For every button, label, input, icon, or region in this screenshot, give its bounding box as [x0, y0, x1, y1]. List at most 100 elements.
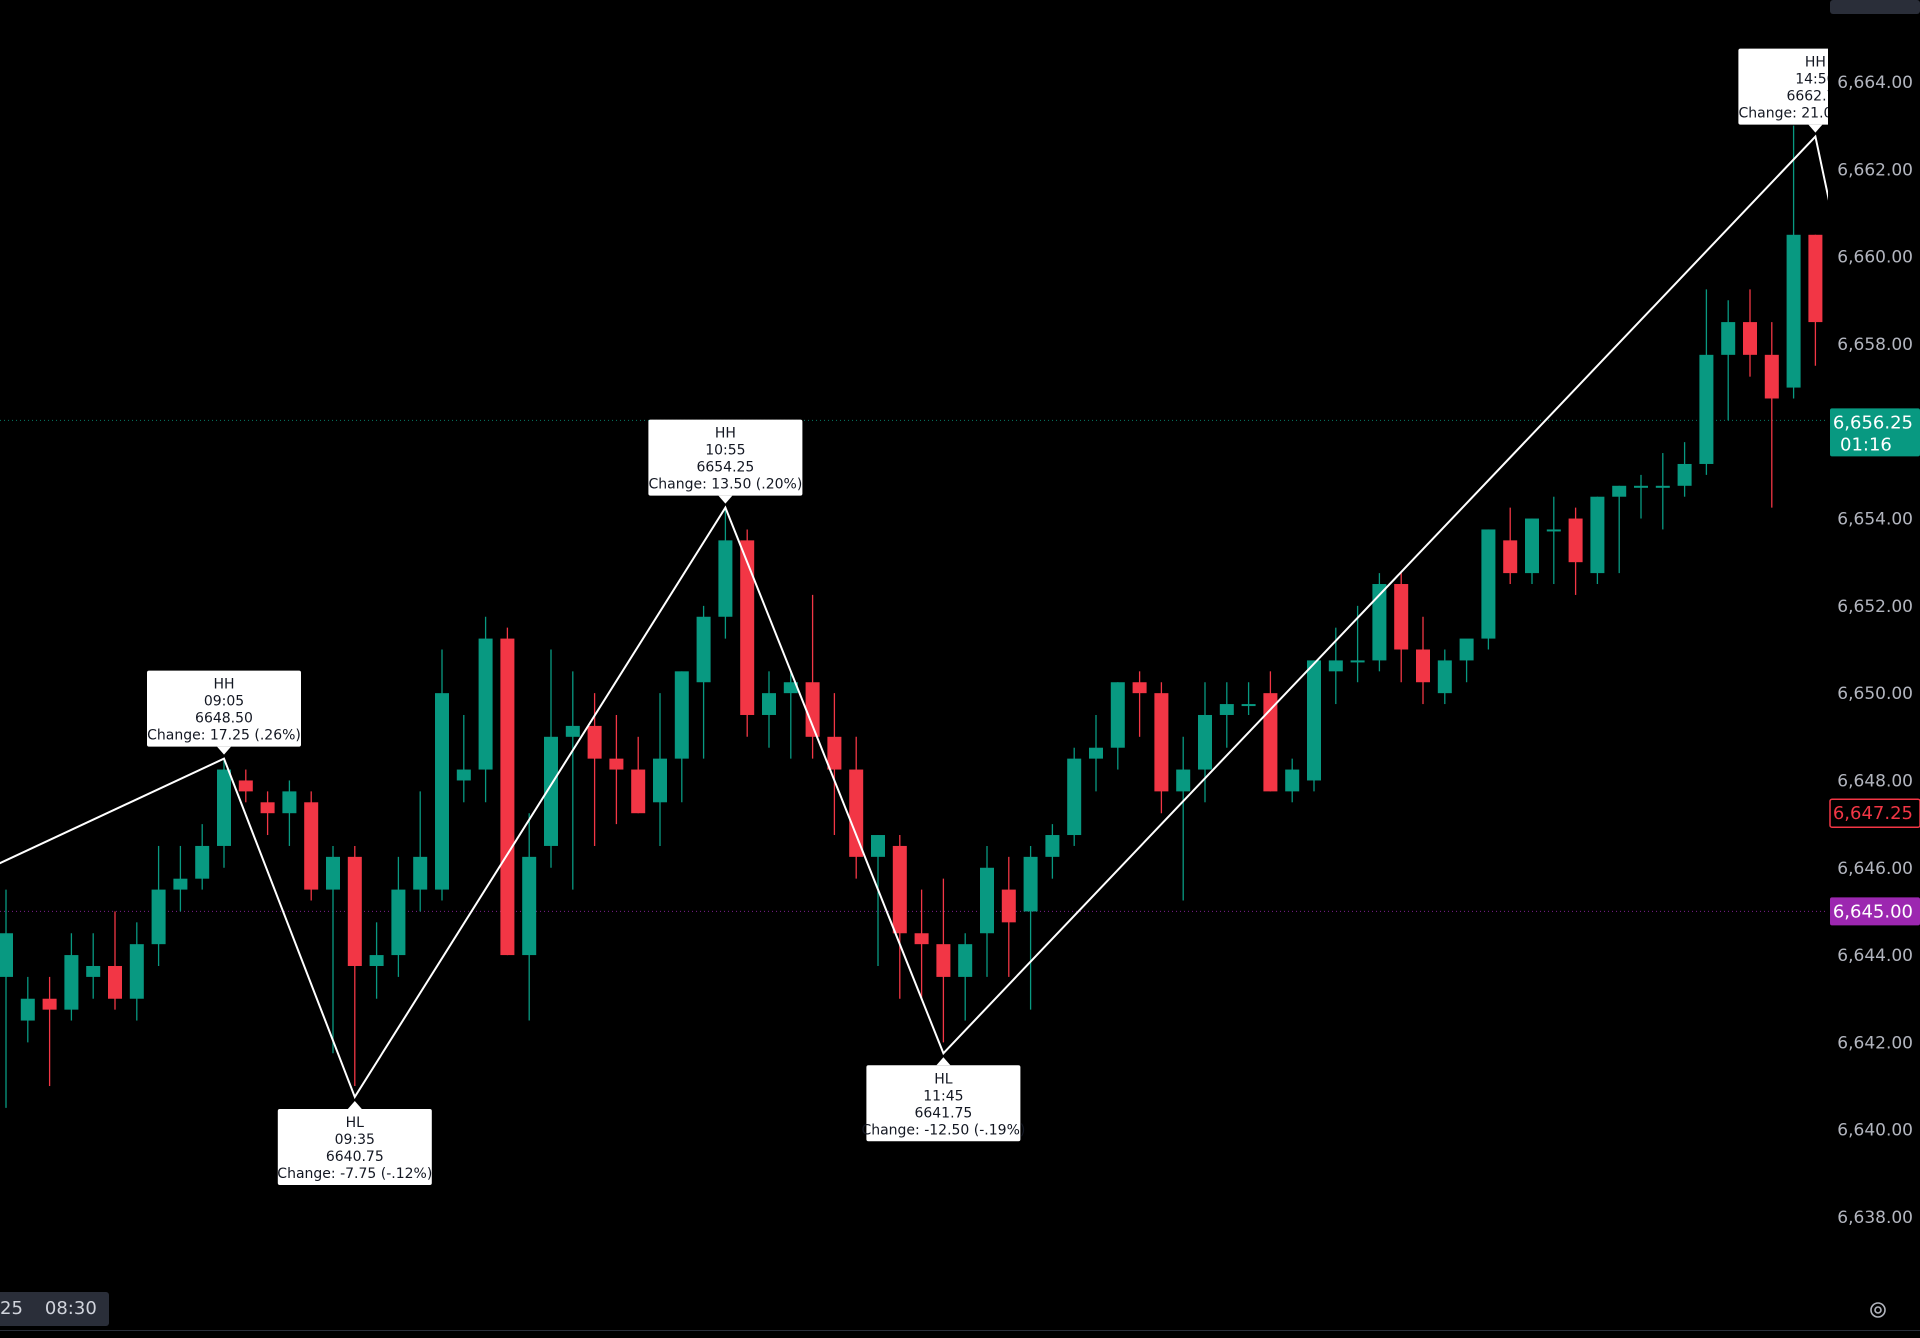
zigzag-label-box [648, 419, 803, 496]
candle-body [1612, 485, 1627, 497]
candle-body [238, 780, 253, 792]
last-price-tag-countdown: 01:16 [1840, 434, 1892, 455]
candle-body [1001, 889, 1016, 923]
candle-body [1743, 322, 1757, 355]
zigzag-label-text: 6641.75 [914, 1105, 972, 1121]
candle-body [500, 638, 515, 956]
zigzag-label-text: 14:50 [1795, 72, 1835, 88]
price-axis-top-badge [1830, 0, 1920, 14]
candle-body [1372, 584, 1387, 661]
zigzag-label-text: Change: 13.50 (.20%) [649, 477, 803, 493]
zigzag-label-pointer [217, 746, 231, 755]
zigzag-label-box [277, 1108, 432, 1185]
candle-body [653, 758, 667, 803]
purple-price-tag [1830, 897, 1920, 926]
zigzag-label-pointer [1808, 124, 1823, 133]
candle-body [740, 540, 755, 715]
candle-body [369, 955, 384, 966]
price-axis-tick: 6,646.00 [1837, 859, 1913, 879]
candle-body [108, 965, 122, 999]
candle-body [1590, 496, 1605, 574]
candle-body [1677, 463, 1692, 486]
candle-body [1481, 529, 1496, 639]
candle-body [1437, 660, 1452, 694]
candle-body [936, 944, 951, 977]
zigzag-label-text: HH [1805, 55, 1826, 71]
candle-body [1546, 529, 1561, 532]
candle-body [347, 856, 362, 966]
zigzag-label-text: 6640.75 [326, 1149, 384, 1165]
candle-body [304, 802, 319, 890]
candle-body [217, 769, 231, 846]
red-price-tag [1829, 798, 1920, 828]
candle-body [892, 845, 907, 934]
candle-body [1503, 540, 1518, 574]
settings-gear-icon[interactable] [1866, 1298, 1890, 1322]
candle-body [478, 638, 493, 770]
candle-body [173, 878, 188, 890]
price-axis-tick: 6,654.00 [1837, 510, 1913, 530]
price-axis-tick: 6,648.00 [1837, 771, 1913, 791]
candle-body [195, 845, 210, 879]
candle-body [783, 682, 798, 694]
candle-body [1328, 660, 1343, 672]
zigzag-label-text: 10:55 [705, 443, 745, 459]
zigzag-label-pointer [936, 1057, 951, 1066]
candle-body [0, 933, 13, 977]
candle-body [1786, 234, 1801, 388]
zigzag-label-text: Change: -12.50 (-.19%) [861, 1122, 1025, 1138]
candle-body [1568, 518, 1583, 563]
zigzag-label-text: 6648.50 [195, 711, 253, 727]
time-axis-divider [0, 1330, 1920, 1331]
candle-body [544, 736, 558, 846]
candle-body [805, 682, 820, 737]
candle-body [1154, 693, 1169, 792]
candle-body [151, 889, 166, 945]
candle-body [1132, 682, 1147, 694]
candle-body [522, 856, 537, 956]
price-axis-tick: 6,650.00 [1837, 684, 1913, 704]
candle-body [129, 944, 144, 999]
zigzag-label-box [147, 670, 301, 747]
candle-body [1394, 584, 1409, 650]
candle-body [456, 769, 471, 781]
candle-body [1699, 354, 1714, 464]
candle-body [1634, 485, 1648, 488]
candle-body [1350, 660, 1365, 663]
price-axis-tick: 6,660.00 [1837, 248, 1913, 268]
zigzag-label-box [866, 1065, 1021, 1142]
zigzag-label-text: 6654.25 [696, 460, 754, 476]
candle-body [1198, 714, 1212, 770]
price-axis-tick: 6,638.00 [1837, 1208, 1913, 1228]
price-axis-tick: 6,640.00 [1837, 1121, 1913, 1141]
candle-body [980, 867, 994, 934]
candle-body [260, 802, 275, 814]
candle-body [1219, 704, 1234, 715]
time-badge-value: 08:30 [44, 1298, 97, 1319]
candle-body [871, 835, 885, 857]
zigzag-label-pointer [347, 1100, 362, 1109]
candle-body [1241, 704, 1256, 707]
candle-body [827, 736, 842, 770]
candle-body [1045, 835, 1060, 857]
candle-body [413, 856, 428, 890]
price-axis-tick: 6,652.00 [1837, 597, 1913, 617]
price-axis-tick: 6,644.00 [1837, 946, 1913, 966]
candle-body [1525, 518, 1539, 574]
zigzag-label-text: HH [213, 677, 234, 693]
candle-body [20, 998, 35, 1021]
candle-body [914, 933, 929, 945]
time-badge-left: 25 [0, 1298, 23, 1319]
candle-body [326, 856, 340, 890]
candle-body [1655, 485, 1670, 488]
candle-body [1263, 693, 1278, 792]
last-price-tag [1830, 408, 1920, 457]
candle-body [1808, 234, 1823, 323]
zigzag-label-text: 11:45 [923, 1088, 963, 1104]
candle-body [282, 791, 297, 814]
candle-body [609, 758, 624, 770]
crosshair-time-badge: 25 08:30 [0, 1292, 109, 1326]
zigzag-label-text: HL [346, 1115, 365, 1131]
